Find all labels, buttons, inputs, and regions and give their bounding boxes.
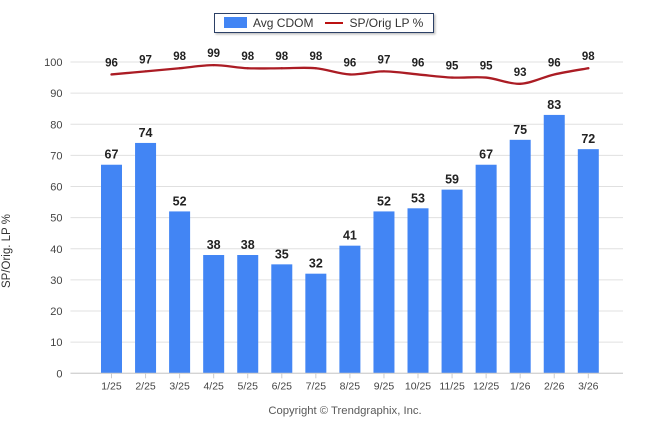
svg-text:9/25: 9/25 [374,380,395,392]
svg-text:95: 95 [446,61,459,73]
svg-text:83: 83 [547,98,561,112]
svg-text:70: 70 [50,150,62,162]
svg-text:96: 96 [105,57,118,69]
svg-text:4/25: 4/25 [203,380,224,392]
svg-text:80: 80 [50,119,62,131]
svg-text:41: 41 [343,229,357,243]
svg-text:8/25: 8/25 [340,380,361,392]
svg-text:98: 98 [309,51,322,63]
svg-text:53: 53 [411,191,425,205]
svg-text:97: 97 [378,54,391,66]
svg-text:59: 59 [445,173,459,187]
svg-text:10/25: 10/25 [405,380,431,392]
svg-text:100: 100 [44,57,62,69]
svg-text:98: 98 [582,51,595,63]
svg-text:20: 20 [50,306,62,318]
svg-text:32: 32 [309,257,323,271]
svg-text:98: 98 [173,51,186,63]
svg-text:3/25: 3/25 [169,380,190,392]
svg-text:96: 96 [548,57,561,69]
svg-text:72: 72 [581,132,595,146]
svg-text:7/25: 7/25 [306,380,327,392]
svg-text:10: 10 [50,337,62,349]
svg-text:52: 52 [173,194,187,208]
svg-text:40: 40 [50,244,62,256]
svg-text:90: 90 [50,88,62,100]
svg-text:3/26: 3/26 [578,380,599,392]
svg-text:93: 93 [514,67,527,79]
svg-text:1/26: 1/26 [510,380,531,392]
svg-text:67: 67 [105,148,119,162]
svg-text:50: 50 [50,213,62,225]
svg-text:5/25: 5/25 [238,380,259,392]
svg-text:2/25: 2/25 [135,380,156,392]
svg-text:38: 38 [241,238,255,252]
svg-text:52: 52 [377,194,391,208]
svg-text:98: 98 [275,51,288,63]
svg-text:67: 67 [479,148,493,162]
svg-text:74: 74 [139,126,153,140]
svg-text:75: 75 [513,123,527,137]
svg-text:97: 97 [139,54,152,66]
svg-text:96: 96 [344,57,357,69]
svg-text:6/25: 6/25 [272,380,293,392]
svg-text:2/26: 2/26 [544,380,565,392]
svg-text:99: 99 [207,48,220,60]
svg-text:1/25: 1/25 [101,380,122,392]
svg-text:0: 0 [56,368,62,380]
svg-text:98: 98 [241,51,254,63]
svg-text:35: 35 [275,247,289,261]
svg-text:30: 30 [50,275,62,287]
svg-text:60: 60 [50,182,62,194]
svg-text:12/25: 12/25 [473,380,499,392]
svg-text:95: 95 [480,61,493,73]
svg-text:96: 96 [412,57,425,69]
svg-text:11/25: 11/25 [439,380,465,392]
svg-text:38: 38 [207,238,221,252]
